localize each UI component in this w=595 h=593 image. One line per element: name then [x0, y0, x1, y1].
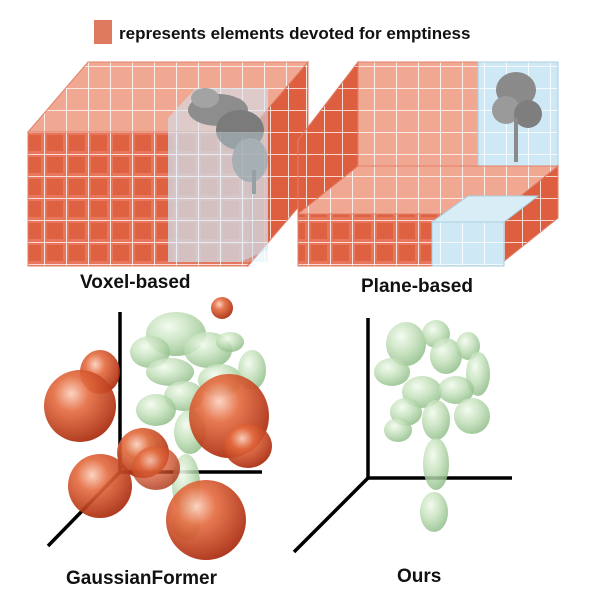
ours-ellipsoids: [374, 320, 490, 532]
tree-icon: [492, 72, 542, 162]
plane-based-caption: Plane-based: [361, 276, 473, 297]
ours-caption: Ours: [397, 566, 442, 587]
voxel-cube: [26, 60, 310, 268]
plane-structure: [296, 60, 560, 268]
legend-label: represents elements devoted for emptines…: [119, 24, 471, 43]
voxel-based-caption: Voxel-based: [80, 272, 191, 293]
gaussianformer-caption: GaussianFormer: [66, 568, 217, 589]
gaussianformer-ellipsoids: [44, 297, 272, 560]
legend-swatch: [94, 20, 112, 44]
